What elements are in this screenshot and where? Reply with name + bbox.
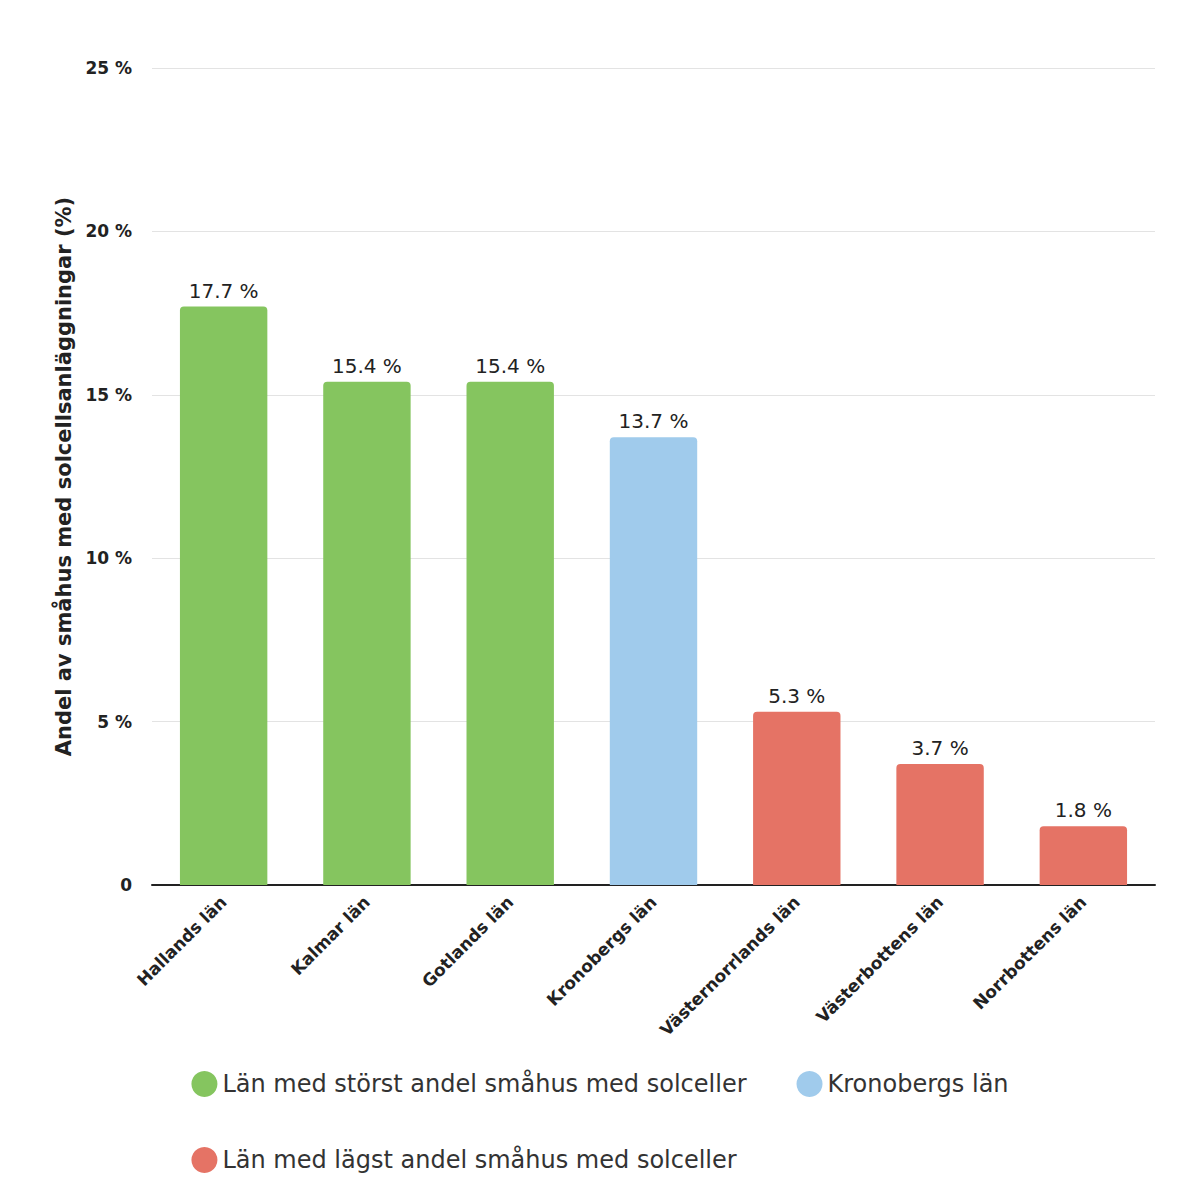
svg-text:Län med störst andel småhus me: Län med störst andel småhus med solcelle… — [222, 1069, 746, 1098]
svg-text:15.4 %: 15.4 % — [332, 354, 402, 378]
svg-text:1.8 %: 1.8 % — [1055, 798, 1112, 822]
svg-text:Västernorrlands län: Västernorrlands län — [656, 892, 804, 1040]
svg-text:Kronobergs län: Kronobergs län — [828, 1070, 1009, 1098]
svg-text:Gotlands län: Gotlands län — [418, 892, 517, 991]
svg-text:Län med lägst andel småhus med: Län med lägst andel småhus med solceller — [222, 1145, 736, 1174]
svg-text:Norrbottens län: Norrbottens län — [969, 892, 1090, 1013]
svg-text:10 %: 10 % — [85, 548, 132, 568]
svg-text:13.7 %: 13.7 % — [619, 409, 689, 433]
svg-text:Andel av småhus med solcellsan: Andel av småhus med solcellsanläggningar… — [51, 197, 76, 756]
svg-text:0: 0 — [120, 875, 132, 895]
svg-text:15.4 %: 15.4 % — [475, 354, 545, 378]
svg-text:Västerbottens län: Västerbottens län — [812, 892, 947, 1027]
svg-text:20 %: 20 % — [85, 221, 132, 241]
svg-text:3.7 %: 3.7 % — [911, 736, 968, 760]
svg-text:5 %: 5 % — [97, 712, 132, 732]
svg-text:Kronobergs län: Kronobergs län — [543, 892, 661, 1010]
svg-text:5.3 %: 5.3 % — [768, 684, 825, 708]
svg-text:Kalmar län: Kalmar län — [287, 892, 374, 979]
svg-text:Hallands län: Hallands län — [133, 892, 231, 990]
svg-text:15 %: 15 % — [85, 385, 132, 405]
svg-text:25 %: 25 % — [85, 58, 132, 78]
svg-text:17.7 %: 17.7 % — [189, 279, 259, 303]
